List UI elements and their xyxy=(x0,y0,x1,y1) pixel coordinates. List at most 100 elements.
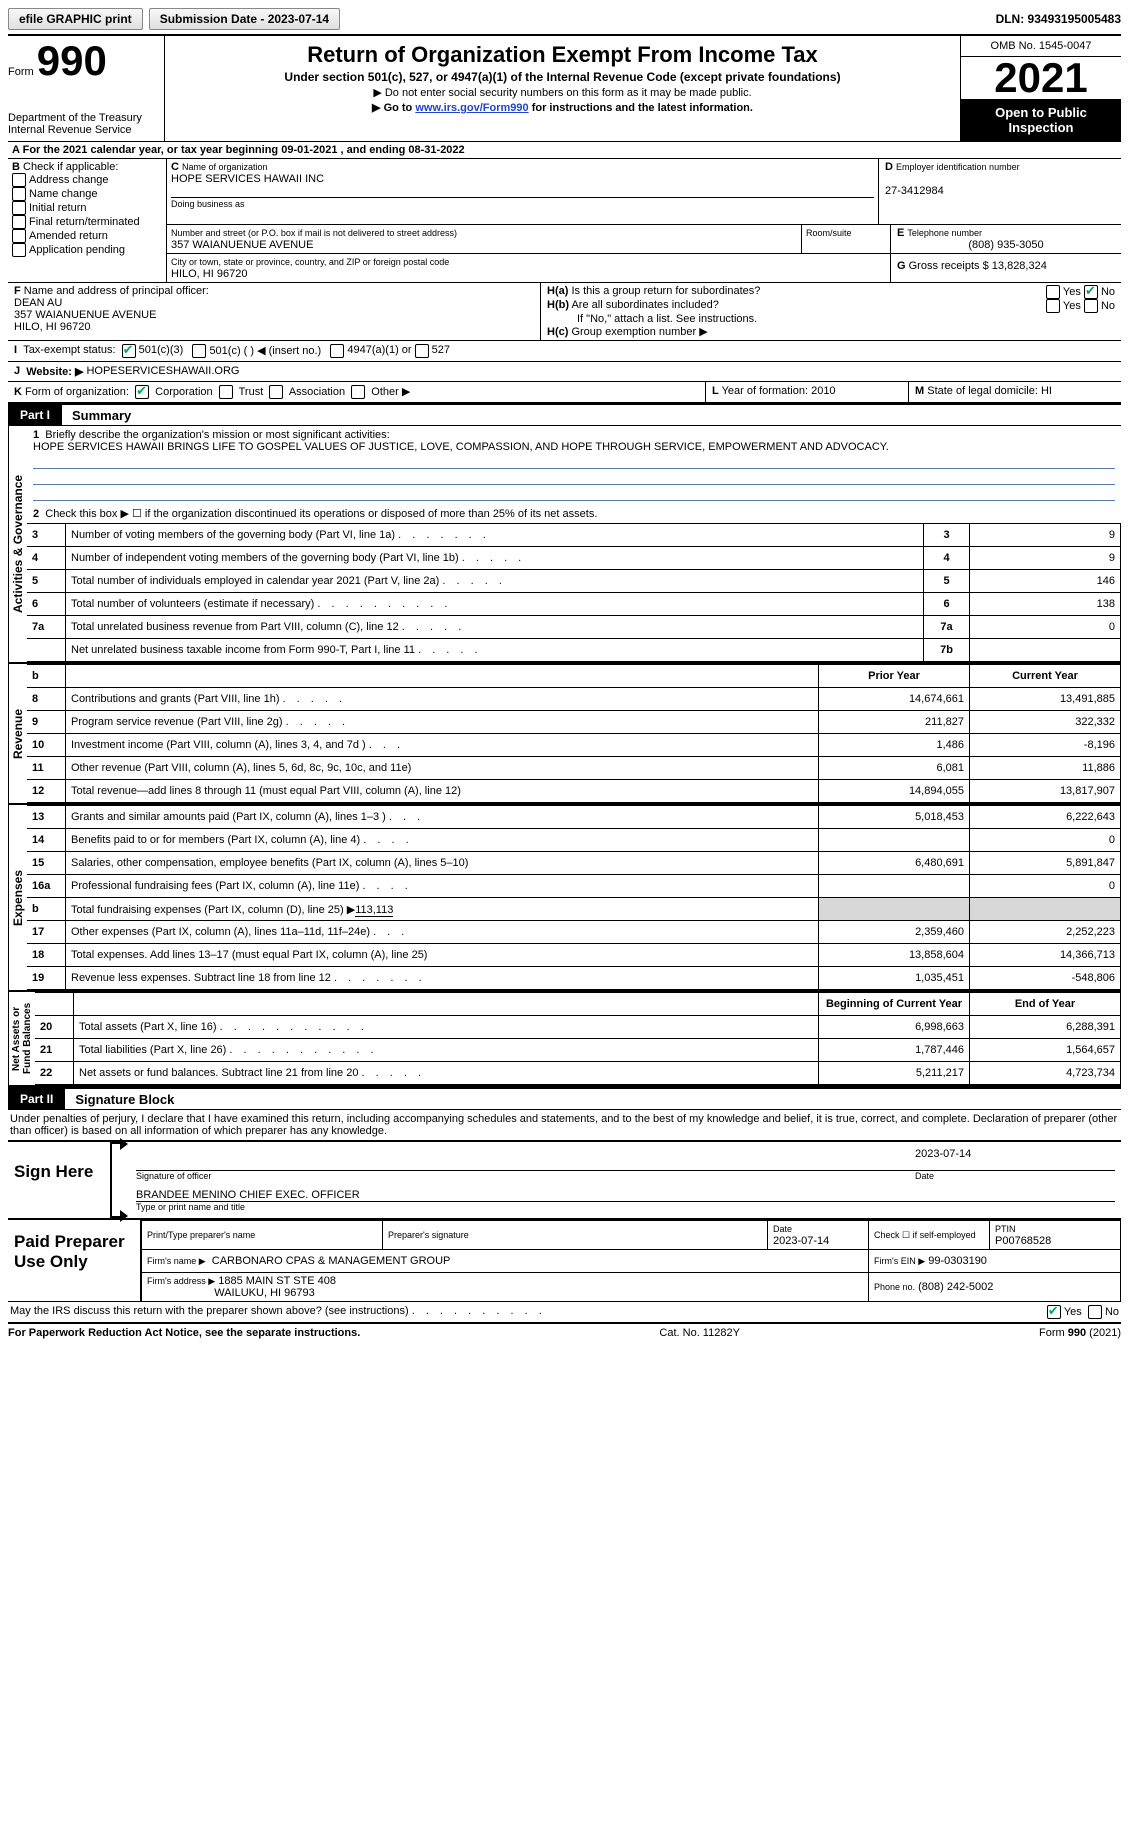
part2-header: Part II Signature Block xyxy=(8,1087,1121,1110)
officer-label: Name and address of principal officer: xyxy=(24,285,209,297)
m-val: HI xyxy=(1041,385,1052,397)
ha-yes-checkbox[interactable] xyxy=(1046,285,1060,299)
i-o3: 4947(a)(1) or xyxy=(347,344,411,358)
l7b-t: Net unrelated business taxable income fr… xyxy=(71,644,415,656)
prep-h3: Date xyxy=(773,1224,792,1234)
irs-link[interactable]: www.irs.gov/Form990 xyxy=(415,102,528,114)
r12-c: 13,817,907 xyxy=(970,780,1121,803)
r9-t: Program service revenue (Part VIII, line… xyxy=(71,716,283,728)
discuss-no-checkbox[interactable] xyxy=(1088,1305,1102,1319)
addr-change-checkbox[interactable] xyxy=(12,173,26,187)
sign-here-label: Sign Here xyxy=(8,1142,110,1218)
open-to-public: Open to Public Inspection xyxy=(961,99,1121,141)
r11-c: 11,886 xyxy=(970,757,1121,780)
initial-return-checkbox[interactable] xyxy=(12,201,26,215)
527-checkbox[interactable] xyxy=(415,344,429,358)
501c3-checkbox[interactable] xyxy=(122,344,136,358)
officer-addr1: 357 WAIANUENUE AVENUE xyxy=(14,309,156,321)
e14-t: Benefits paid to or for members (Part IX… xyxy=(71,834,360,846)
firm-addr-label: Firm's address ▶ xyxy=(147,1276,215,1286)
e14-p xyxy=(819,829,970,852)
hdr-boy: Beginning of Current Year xyxy=(819,993,970,1016)
line-a: A For the 2021 calendar year, or tax yea… xyxy=(8,141,1121,158)
l5-t: Total number of individuals employed in … xyxy=(71,575,439,587)
b-opt-2: Initial return xyxy=(29,202,86,214)
form-title: Return of Organization Exempt From Incom… xyxy=(175,42,950,68)
footer: For Paperwork Reduction Act Notice, see … xyxy=(8,1322,1121,1339)
vlabel-gov: Activities & Governance xyxy=(8,426,27,662)
r12-t: Total revenue—add lines 8 through 11 (mu… xyxy=(71,785,461,797)
hdr-curr: Current Year xyxy=(970,665,1121,688)
discuss-yes: Yes xyxy=(1064,1306,1082,1318)
hb-no-checkbox[interactable] xyxy=(1084,299,1098,313)
app-pending-checkbox[interactable] xyxy=(12,243,26,257)
l5-v: 146 xyxy=(970,570,1121,593)
vlabel-exp: Expenses xyxy=(8,805,27,990)
ha-no-checkbox[interactable] xyxy=(1084,285,1098,299)
form-label: Form xyxy=(8,66,34,78)
goto-post: for instructions and the latest informat… xyxy=(532,102,753,114)
e19-t: Revenue less expenses. Subtract line 18 … xyxy=(71,972,331,984)
paid-prep-label: Paid Preparer Use Only xyxy=(8,1220,141,1301)
n20-t: Total assets (Part X, line 16) xyxy=(79,1021,217,1033)
l3-v: 9 xyxy=(970,524,1121,547)
e13-t: Grants and similar amounts paid (Part IX… xyxy=(71,811,386,823)
name-change-checkbox[interactable] xyxy=(12,187,26,201)
dba-label: Doing business as xyxy=(171,199,245,209)
officer-name: DEAN AU xyxy=(14,297,62,309)
trust-checkbox[interactable] xyxy=(219,385,233,399)
firm-ein-label: Firm's EIN ▶ xyxy=(874,1256,925,1266)
sig-date: 2023-07-14 xyxy=(905,1148,1115,1171)
hb-label: Are all subordinates included? xyxy=(571,299,718,311)
r11-p: 6,081 xyxy=(819,757,970,780)
hc-label: Group exemption number ▶ xyxy=(571,326,707,338)
officer-addr2: HILO, HI 96720 xyxy=(14,321,90,333)
l-val: 2010 xyxy=(811,385,835,397)
e15-c: 5,891,847 xyxy=(970,852,1121,875)
b-opt-4: Amended return xyxy=(29,230,108,242)
l6-t: Total number of volunteers (estimate if … xyxy=(71,598,314,610)
b-opt-3: Final return/terminated xyxy=(29,216,140,228)
submission-date-button[interactable]: Submission Date - 2023-07-14 xyxy=(149,8,340,30)
4947-checkbox[interactable] xyxy=(330,344,344,358)
website-value: HOPESERVICESHAWAII.ORG xyxy=(86,365,239,378)
corp-checkbox[interactable] xyxy=(135,385,149,399)
e16b-t: Total fundraising expenses (Part IX, col… xyxy=(71,904,355,916)
firm-addr1: 1885 MAIN ST STE 408 xyxy=(218,1275,336,1287)
sig-officer-label: Signature of officer xyxy=(136,1171,905,1181)
firm-addr2: WAILUKU, HI 96793 xyxy=(214,1287,314,1299)
city-value: HILO, HI 96720 xyxy=(171,268,247,280)
other-checkbox[interactable] xyxy=(351,385,365,399)
k-o4: Other ▶ xyxy=(371,386,410,398)
b-opt-5: Application pending xyxy=(29,244,125,256)
assoc-checkbox[interactable] xyxy=(269,385,283,399)
e17-c: 2,252,223 xyxy=(970,921,1121,944)
firm-label: Firm's name ▶ xyxy=(147,1256,206,1266)
discuss-yes-checkbox[interactable] xyxy=(1047,1305,1061,1319)
l3-t: Number of voting members of the governin… xyxy=(71,529,395,541)
sign-here-block: Sign Here 2023-07-14 Signature of office… xyxy=(8,1140,1121,1219)
r10-c: -8,196 xyxy=(970,734,1121,757)
r9-p: 211,827 xyxy=(819,711,970,734)
footer-right: Form 990 (2021) xyxy=(1039,1327,1121,1339)
501c-checkbox[interactable] xyxy=(192,344,206,358)
prep-h2: Preparer's signature xyxy=(388,1230,469,1240)
hb-yes-checkbox[interactable] xyxy=(1046,299,1060,313)
final-return-checkbox[interactable] xyxy=(12,215,26,229)
l4-v: 9 xyxy=(970,547,1121,570)
a-end: 08-31-2022 xyxy=(408,144,464,156)
hdr-prior: Prior Year xyxy=(819,665,970,688)
efile-print-button[interactable]: efile GRAPHIC print xyxy=(8,8,143,30)
m-label: State of legal domicile: xyxy=(927,385,1038,397)
gov-table: 3Number of voting members of the governi… xyxy=(27,523,1121,662)
firm-phone: (808) 242-5002 xyxy=(918,1281,993,1293)
e16b-v: 113,113 xyxy=(355,904,393,917)
n21-c: 1,564,657 xyxy=(970,1039,1121,1062)
room-label: Room/suite xyxy=(806,228,852,238)
street-value: 357 WAIANUENUE AVENUE xyxy=(171,239,313,251)
form-number: 990 xyxy=(37,37,107,84)
part1-tag: Part I xyxy=(8,405,62,425)
amended-checkbox[interactable] xyxy=(12,229,26,243)
r10-t: Investment income (Part VIII, column (A)… xyxy=(71,739,366,751)
r8-c: 13,491,885 xyxy=(970,688,1121,711)
